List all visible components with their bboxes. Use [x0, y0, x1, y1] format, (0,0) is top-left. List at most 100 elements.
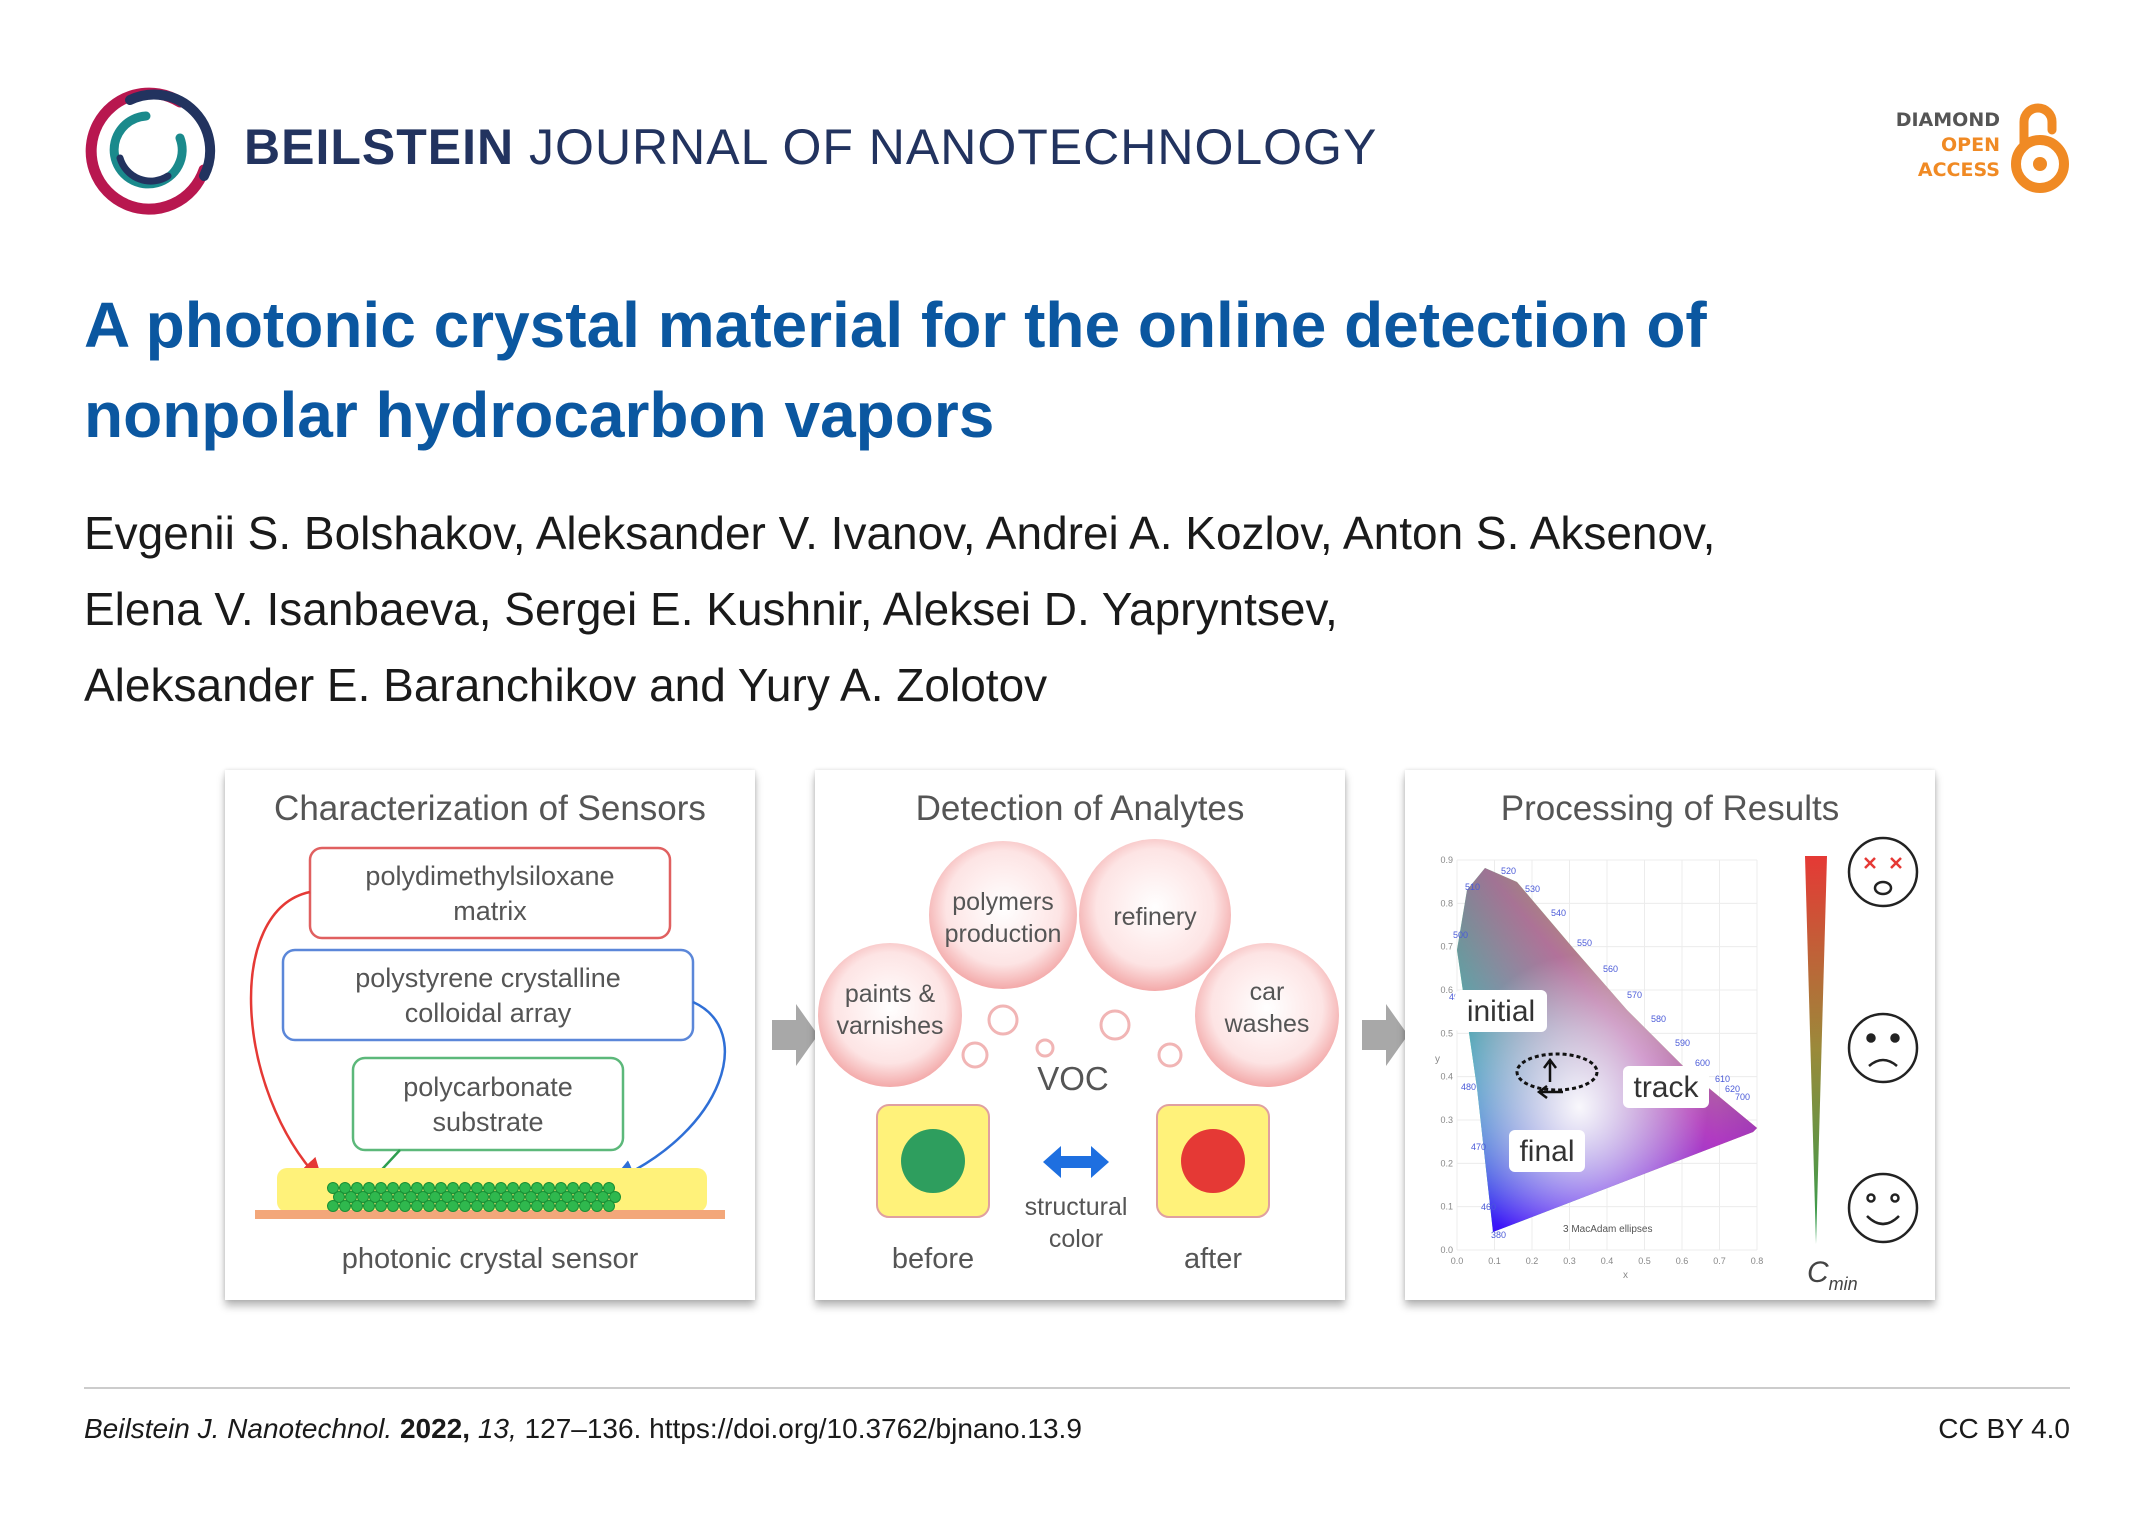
x-tick-label: 0.0: [1451, 1256, 1464, 1266]
polycarbonate-label: polycarbonate: [403, 1072, 573, 1102]
pdms-label: polydimethylsiloxane: [365, 861, 614, 891]
bubble-label: refinery: [1113, 903, 1197, 931]
oa-line-1: DIAMOND: [1895, 109, 2000, 131]
panel-characterization: Characterization of Sensors polydimethyl…: [225, 770, 755, 1300]
happy-face-icon: [1847, 1172, 1919, 1244]
sad-face-icon: [1847, 1012, 1919, 1084]
journal-header: BEILSTEIN JOURNAL OF NANOTECHNOLOGY DIAM…: [80, 80, 2070, 220]
oa-line-3: ACCESS: [1917, 159, 2000, 181]
bead: [417, 1191, 429, 1203]
citation-pages: 127–136.: [524, 1413, 642, 1444]
license[interactable]: CC BY 4.0: [1938, 1413, 2070, 1444]
wavelength-label: 510: [1465, 882, 1480, 892]
track-tag: [1623, 1066, 1709, 1108]
bubble-label: paints &: [845, 980, 936, 1008]
bead: [555, 1182, 567, 1194]
citation: Beilstein J. Nanotechnol. 2022, 13, 127–…: [84, 1413, 1082, 1445]
bead: [357, 1191, 369, 1203]
bubble-label: production: [945, 920, 1062, 948]
panel-detection: Detection of Analytes paints & varnishes…: [815, 770, 1345, 1300]
bubble-refinery: [1079, 839, 1231, 991]
bead: [471, 1182, 483, 1194]
wavelength-label: 610: [1715, 1074, 1730, 1084]
wavelength-label: 550: [1577, 938, 1592, 948]
author-list: Evgenii S. Bolshakov, Aleksander V. Ivan…: [84, 495, 1984, 723]
bead: [393, 1191, 405, 1203]
x-tick-label: 0.3: [1563, 1256, 1576, 1266]
panel-title: Characterization of Sensors: [274, 789, 706, 828]
y-tick-label: 0.1: [1440, 1202, 1453, 1212]
bead: [525, 1191, 537, 1203]
bead: [567, 1200, 579, 1212]
bead: [351, 1200, 363, 1212]
small-bubble: [1099, 1009, 1131, 1041]
x-tick-label: 0.5: [1638, 1256, 1651, 1266]
bead: [381, 1191, 393, 1203]
bubble-label: washes: [1224, 1010, 1310, 1038]
panel-processing: Processing of Results 0.0 0.1 0.2 0.3 0.4 0.5…: [1405, 770, 1935, 1300]
bead: [549, 1191, 561, 1203]
bubble-polymers: [929, 841, 1077, 989]
bead: [375, 1182, 387, 1194]
bead: [387, 1182, 399, 1194]
after-label: after: [1184, 1243, 1242, 1275]
open-lock-icon: [2011, 103, 2069, 193]
bead: [495, 1182, 507, 1194]
doi-link[interactable]: https://doi.org/10.3762/bjnano.13.9: [649, 1413, 1082, 1444]
bead: [507, 1200, 519, 1212]
bead: [411, 1182, 423, 1194]
y-axis-label: y: [1435, 1054, 1440, 1065]
colloidal-crystal-beads: [327, 1182, 621, 1212]
bead: [387, 1200, 399, 1212]
bead: [399, 1182, 411, 1194]
cie-gamut: [1457, 868, 1757, 1232]
bead: [363, 1200, 375, 1212]
citation-year: 2022,: [399, 1413, 471, 1444]
bead: [609, 1191, 621, 1203]
y-tick-label: 0.3: [1440, 1115, 1453, 1125]
wavelength-label: 570: [1627, 990, 1642, 1000]
final-tag: [1509, 1130, 1585, 1172]
initial-tag: [1455, 990, 1547, 1032]
flow-arrow-icon: [772, 1004, 818, 1066]
author-line: Aleksander E. Baranchikov and Yury A. Zo…: [84, 659, 1048, 711]
small-bubble: [961, 1041, 989, 1069]
bead: [543, 1200, 555, 1212]
bead: [447, 1182, 459, 1194]
wavelength-label: 470: [1471, 1142, 1486, 1152]
bead: [597, 1191, 609, 1203]
bead: [591, 1200, 603, 1212]
voc-label: VOC: [1037, 1060, 1109, 1097]
cmin-gauge: [1805, 856, 1827, 1244]
bead: [591, 1182, 603, 1194]
bubble-label: polymers: [952, 888, 1053, 916]
bead: [603, 1182, 615, 1194]
wavelength-label: 500: [1453, 930, 1468, 940]
bead: [363, 1182, 375, 1194]
y-tick-label: 0.4: [1440, 1072, 1453, 1082]
bead: [411, 1200, 423, 1212]
track-left-arrow-icon: [1536, 1085, 1563, 1099]
panel-title: Processing of Results: [1501, 789, 1839, 828]
bead: [327, 1182, 339, 1194]
author-line: Evgenii S. Bolshakov, Aleksander V. Ivan…: [84, 507, 1716, 559]
polystyrene-arrow: [610, 1000, 727, 1184]
ellipse-note: 3 MacAdam ellipses: [1563, 1224, 1652, 1235]
journal-abbreviation: Beilstein J. Nanotechnol.: [84, 1413, 393, 1444]
small-bubble: [987, 1004, 1019, 1036]
x-tick-label: 0.1: [1488, 1256, 1501, 1266]
double-arrow-icon: [1043, 1146, 1109, 1178]
small-bubble: [1157, 1042, 1183, 1068]
oa-line-2: OPEN: [1941, 134, 2000, 156]
bead: [519, 1200, 531, 1212]
wavelength-label: 530: [1525, 884, 1540, 894]
initial-label: initial: [1467, 995, 1535, 1028]
bead: [477, 1191, 489, 1203]
structural-label: color: [1049, 1225, 1103, 1253]
bead: [507, 1182, 519, 1194]
x-tick-label: 0.4: [1601, 1256, 1614, 1266]
x-tick-label: 0.7: [1713, 1256, 1726, 1266]
y-tick-label: 0.7: [1440, 942, 1453, 952]
bead: [405, 1191, 417, 1203]
bead: [423, 1200, 435, 1212]
